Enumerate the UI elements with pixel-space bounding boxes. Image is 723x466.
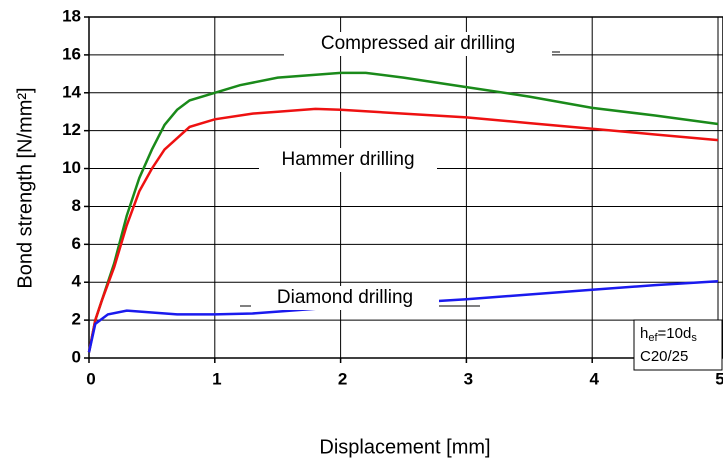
x-tick-label: 5 — [715, 369, 723, 388]
info-box — [633, 319, 723, 371]
y-tick-label: 10 — [62, 158, 81, 177]
y-tick-label: 4 — [72, 272, 82, 291]
y-axis-label: Bond strength [N/mm²] — [14, 87, 36, 288]
info-part: h — [640, 325, 648, 342]
annotation-bg — [284, 32, 552, 56]
data-line — [87, 71, 719, 353]
info-line-1: hef=10ds — [640, 325, 697, 344]
annotation: Diamond drilling — [277, 287, 413, 308]
annotation: Hammer drilling — [281, 149, 414, 170]
annotation-bg — [259, 148, 437, 172]
x-tick-label: 0 — [86, 369, 95, 388]
y-tick-label: 18 — [62, 6, 81, 25]
x-tick-label: 3 — [464, 369, 473, 388]
data-line — [87, 280, 719, 353]
annotation-bg — [251, 286, 439, 310]
y-tick-label: 2 — [72, 310, 81, 329]
x-axis-label: Displacement [mm] — [319, 436, 490, 458]
y-tick-label: 6 — [72, 234, 81, 253]
y-tick-label: 0 — [72, 347, 81, 366]
x-tick-label: 4 — [589, 369, 599, 388]
data-line — [87, 107, 719, 353]
y-tick-label: 16 — [62, 44, 81, 63]
y-tick-label: 12 — [62, 120, 81, 139]
info-part: ef — [648, 332, 658, 344]
info-line-2: C20/25 — [640, 348, 688, 365]
y-tick-label: 14 — [62, 82, 81, 101]
annotation: Compressed air drilling — [321, 33, 515, 54]
info-part: =10d — [658, 325, 692, 342]
y-tick-label: 8 — [72, 196, 81, 215]
x-tick-label: 1 — [212, 369, 221, 388]
x-tick-label: 2 — [338, 369, 347, 388]
info-part: s — [691, 332, 697, 344]
